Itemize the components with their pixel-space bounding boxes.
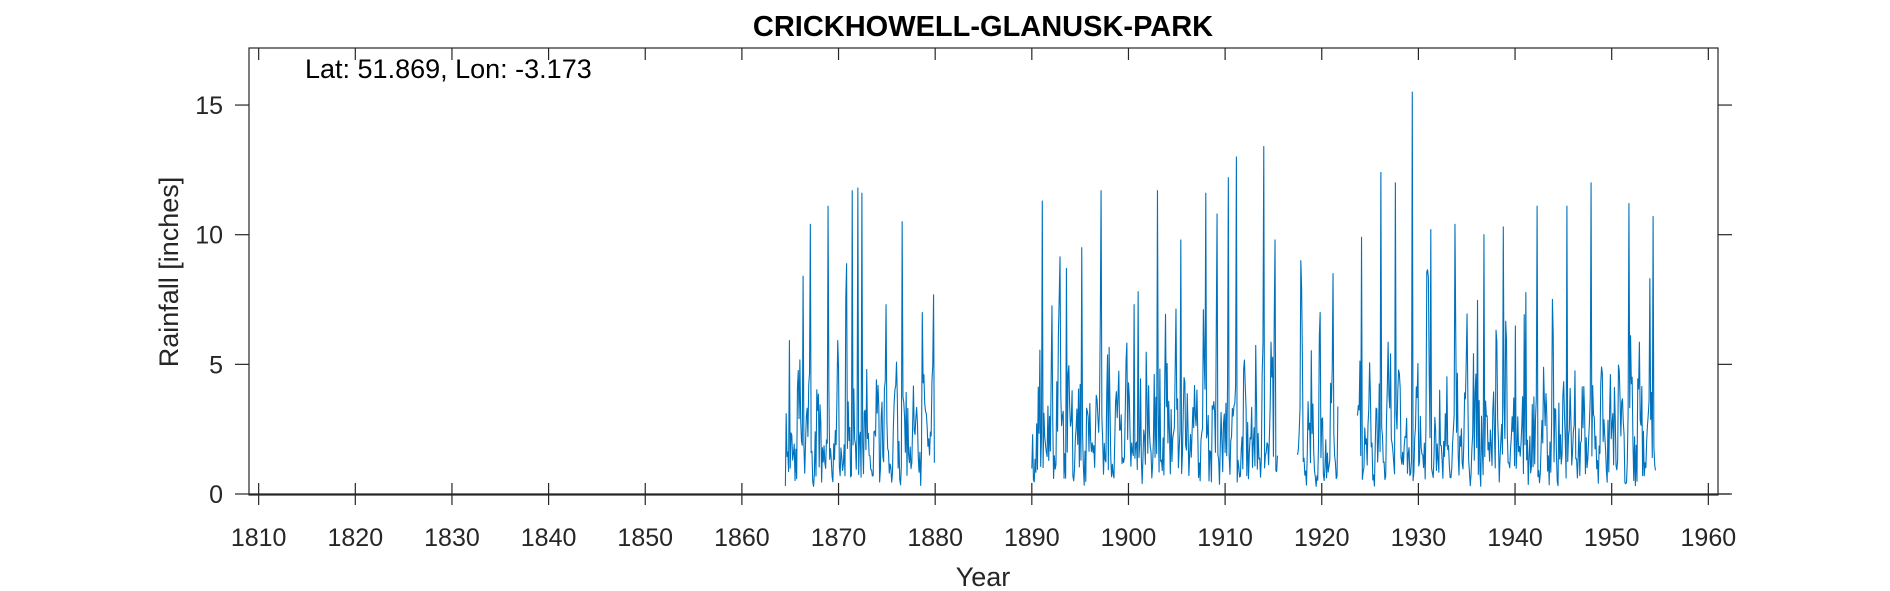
x-tick-label: 1820 [327, 524, 383, 552]
rainfall-line-segment-3 [1297, 260, 1339, 487]
x-tick-label: 1860 [714, 524, 770, 552]
x-tick-labels: 1810 1820 1830 1840 1850 1860 1870 1880 1890 1900… [231, 524, 1736, 552]
x-axis-label: Year [956, 562, 1011, 591]
x-tick-label: 1950 [1584, 524, 1640, 552]
rainfall-line-segment-4 [1356, 91, 1657, 487]
chart-title: CRICKHOWELL-GLANUSK-PARK [753, 11, 1213, 43]
x-tick-label: 1840 [521, 524, 577, 552]
x-tick-label: 1850 [617, 524, 673, 552]
rainfall-series [784, 91, 1657, 487]
rainfall-line-segment-2 [1031, 145, 1279, 486]
y-tick-label: 5 [209, 351, 223, 379]
x-tick-label: 1940 [1487, 524, 1543, 552]
coordinates-annotation: Lat: 51.869, Lon: -3.173 [305, 54, 592, 84]
y-tick-label: 10 [195, 222, 223, 250]
x-tick-label: 1900 [1101, 524, 1157, 552]
rainfall-line-segment-1 [784, 187, 935, 487]
y-tick-label: 15 [195, 92, 223, 120]
y-tick-label: 0 [209, 481, 223, 509]
x-tick-label: 1880 [907, 524, 963, 552]
y-tick-labels: 0 5 10 15 [195, 92, 223, 509]
x-tick-label: 1870 [811, 524, 867, 552]
x-tick-label: 1890 [1004, 524, 1060, 552]
x-tick-label: 1830 [424, 524, 480, 552]
x-tick-label: 1930 [1391, 524, 1447, 552]
x-tick-label: 1910 [1197, 524, 1253, 552]
y-axis-label: Rainfall [inches] [154, 177, 184, 368]
x-tick-label: 1960 [1681, 524, 1737, 552]
x-tick-label: 1920 [1294, 524, 1350, 552]
axis-ticks [235, 48, 1732, 505]
x-tick-label: 1810 [231, 524, 287, 552]
